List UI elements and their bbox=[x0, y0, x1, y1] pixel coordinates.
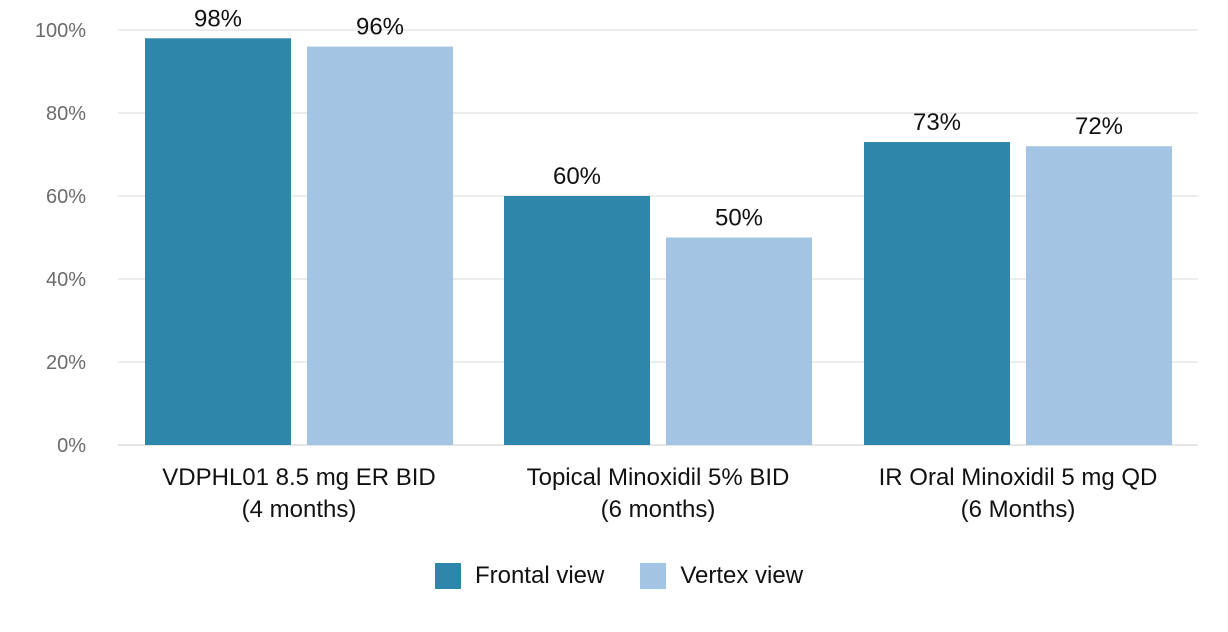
x-category-label: IR Oral Minoxidil 5 mg QD bbox=[879, 464, 1158, 491]
x-category-label: (6 Months) bbox=[961, 496, 1076, 523]
legend-item-vertex: Vertex view bbox=[640, 562, 803, 590]
bars bbox=[145, 38, 1172, 446]
x-category-label: (4 months) bbox=[242, 496, 357, 523]
data-label: 73% bbox=[913, 109, 961, 136]
legend-label-frontal: Frontal view bbox=[474, 562, 605, 589]
bar-chart: 0% 20% 40% 60% 80% 100% 98% 60% 73% 96% 50% 72% VD… bbox=[35, 5, 1198, 523]
legend-swatch-vertex bbox=[640, 563, 667, 589]
y-tick-label: 0% bbox=[57, 435, 86, 457]
data-label: 96% bbox=[356, 14, 404, 41]
x-axis-categories: VDPHL01 8.5 mg ER BID (4 months) Topical M… bbox=[162, 464, 1157, 523]
legend-label-vertex: Vertex view bbox=[680, 562, 804, 589]
bar-vertex-2 bbox=[1026, 146, 1172, 445]
y-tick-label: 20% bbox=[46, 352, 86, 374]
x-category-label: (6 months) bbox=[601, 496, 716, 523]
legend-swatch-frontal bbox=[434, 563, 461, 589]
y-tick-label: 40% bbox=[46, 269, 86, 291]
legend-item-frontal: Frontal view bbox=[434, 562, 605, 590]
y-axis: 0% 20% 40% 60% 80% 100% bbox=[35, 20, 86, 457]
bar-vertex-1 bbox=[666, 237, 812, 445]
bar-vertex-0 bbox=[307, 46, 453, 445]
y-tick-label: 60% bbox=[46, 186, 86, 208]
bar-frontal-0 bbox=[145, 38, 291, 446]
x-category-label: Topical Minoxidil 5% BID bbox=[527, 464, 790, 491]
data-label: 72% bbox=[1075, 113, 1123, 140]
bar-frontal-2 bbox=[864, 142, 1010, 446]
bar-frontal-1 bbox=[504, 196, 650, 445]
x-category-label: VDPHL01 8.5 mg ER BID bbox=[162, 464, 435, 491]
data-labels: 98% 60% 73% 96% 50% 72% bbox=[194, 5, 1123, 231]
y-tick-label: 100% bbox=[35, 20, 86, 42]
y-tick-label: 80% bbox=[46, 103, 86, 125]
data-label: 98% bbox=[194, 5, 242, 32]
legend: Frontal view Vertex view bbox=[0, 560, 1228, 592]
data-label: 50% bbox=[715, 205, 763, 232]
gridlines bbox=[118, 29, 1198, 446]
data-label: 60% bbox=[553, 163, 601, 190]
